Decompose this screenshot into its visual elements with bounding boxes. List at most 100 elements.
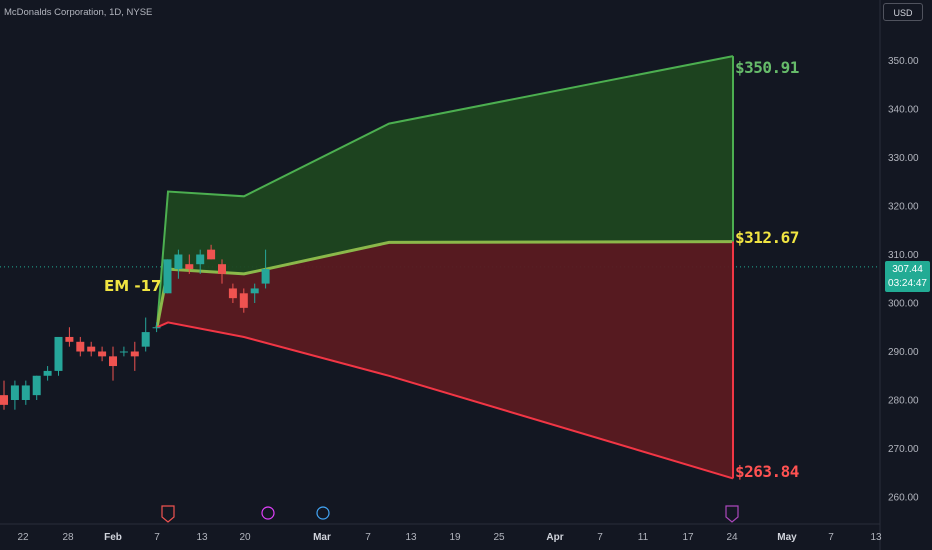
upper-level-label: $350.91 [735, 58, 799, 77]
candle [87, 341, 96, 357]
candle-body [43, 370, 52, 376]
event-marker-E [725, 505, 739, 523]
price-tick-label: 260.00 [888, 493, 919, 504]
candle-body [174, 254, 183, 270]
price-tick-label: 340.00 [888, 105, 919, 116]
event-marker-ring [316, 506, 330, 520]
price-axis[interactable]: 260.00 270.00 280.00 290.00 300.00 310.00 320.… [888, 56, 919, 504]
candle-body [21, 385, 30, 400]
candle-body [10, 385, 19, 400]
middle-level-label: $312.67 [735, 228, 799, 247]
time-tick-label: 17 [682, 532, 694, 543]
candle-body [65, 336, 74, 342]
candle-body [239, 293, 248, 308]
candle [163, 259, 172, 294]
price-tick-label: 320.00 [888, 202, 919, 213]
candle [250, 283, 259, 303]
expected-move-label: EM -17 [104, 277, 162, 295]
event-marker-ring [261, 506, 275, 520]
candlesticks [0, 244, 270, 410]
candle [43, 366, 52, 381]
candle-body [32, 375, 41, 396]
candle [130, 341, 139, 371]
time-tick-label: 13 [196, 532, 208, 543]
candle [98, 346, 107, 362]
time-tick-label: Apr [546, 532, 563, 543]
candle-body [130, 351, 139, 357]
candle-body [0, 395, 8, 405]
time-tick-label: 25 [493, 532, 505, 543]
time-tick-label: 22 [17, 532, 29, 543]
candle [32, 375, 41, 400]
candle-body [54, 336, 63, 371]
candle [239, 288, 248, 313]
candle-body [185, 264, 194, 270]
bar-countdown: 03:24:47 [888, 278, 927, 289]
candle [54, 336, 63, 376]
price-tick-label: 330.00 [888, 153, 919, 164]
candle-body [207, 249, 216, 260]
candle [119, 346, 128, 357]
time-tick-label: 7 [154, 532, 160, 543]
candle-body [76, 341, 85, 352]
event-marker-E [161, 505, 175, 523]
expected-move-bands [0, 55, 880, 480]
candle [0, 380, 8, 410]
time-tick-label: Feb [104, 532, 122, 543]
time-tick-label: 7 [828, 532, 834, 543]
candle-body [109, 356, 117, 367]
candle-body [152, 327, 161, 329]
candle-body [196, 254, 205, 265]
event-marker-lightning [261, 506, 275, 520]
candle [261, 249, 270, 289]
time-tick-label: 13 [405, 532, 417, 543]
candle-body [163, 259, 172, 294]
candle-body [141, 332, 150, 347]
event-marker-D [316, 506, 330, 520]
upper-band-line [156, 55, 734, 328]
price-tick-label: 270.00 [888, 444, 919, 455]
candle [185, 254, 194, 274]
time-tick-label: 13 [870, 532, 882, 543]
time-tick-label: 28 [62, 532, 74, 543]
candle-body [250, 288, 259, 294]
candle-body [87, 346, 96, 352]
candle [21, 380, 30, 405]
price-tick-label: 300.00 [888, 299, 919, 310]
candle [207, 244, 216, 260]
time-tick-label: Mar [313, 532, 331, 543]
time-tick-label: 24 [726, 532, 738, 543]
price-tick-label: 290.00 [888, 347, 919, 358]
time-tick-label: 20 [239, 532, 251, 543]
candle [152, 322, 161, 333]
candle [76, 336, 85, 357]
lower-band-line [156, 321, 734, 480]
symbol-title[interactable]: McDonalds Corporation, 1D, NYSE [4, 7, 153, 18]
candle [228, 283, 237, 303]
candle [10, 380, 19, 410]
last-price-tag: 307.44 03:24:47 [885, 261, 930, 292]
time-tick-label: 11 [638, 532, 649, 543]
time-tick-label: 7 [597, 532, 603, 543]
time-tick-label: May [777, 532, 797, 543]
candle-body [98, 351, 107, 357]
price-tick-label: 350.00 [888, 56, 919, 67]
time-axis[interactable]: 22 28 Feb 7 13 20 Mar 7 13 19 25 Apr 7 11 17 24 May 7 13 [17, 532, 882, 543]
candle [218, 259, 226, 284]
candle [109, 346, 117, 381]
upper-band-area [157, 56, 733, 328]
lower-band-area [157, 241, 733, 479]
time-tick-label: 7 [365, 532, 371, 543]
event-markers [161, 505, 739, 523]
candle [174, 249, 183, 279]
candle-body [261, 269, 270, 284]
time-tick-label: 19 [449, 532, 461, 543]
candle [65, 327, 74, 347]
event-marker-badge [725, 505, 739, 523]
candle [196, 249, 205, 274]
price-tick-label: 310.00 [888, 250, 919, 261]
event-marker-badge [161, 505, 175, 523]
currency-button[interactable]: USD [883, 3, 923, 21]
lower-level-label: $263.84 [735, 462, 799, 481]
